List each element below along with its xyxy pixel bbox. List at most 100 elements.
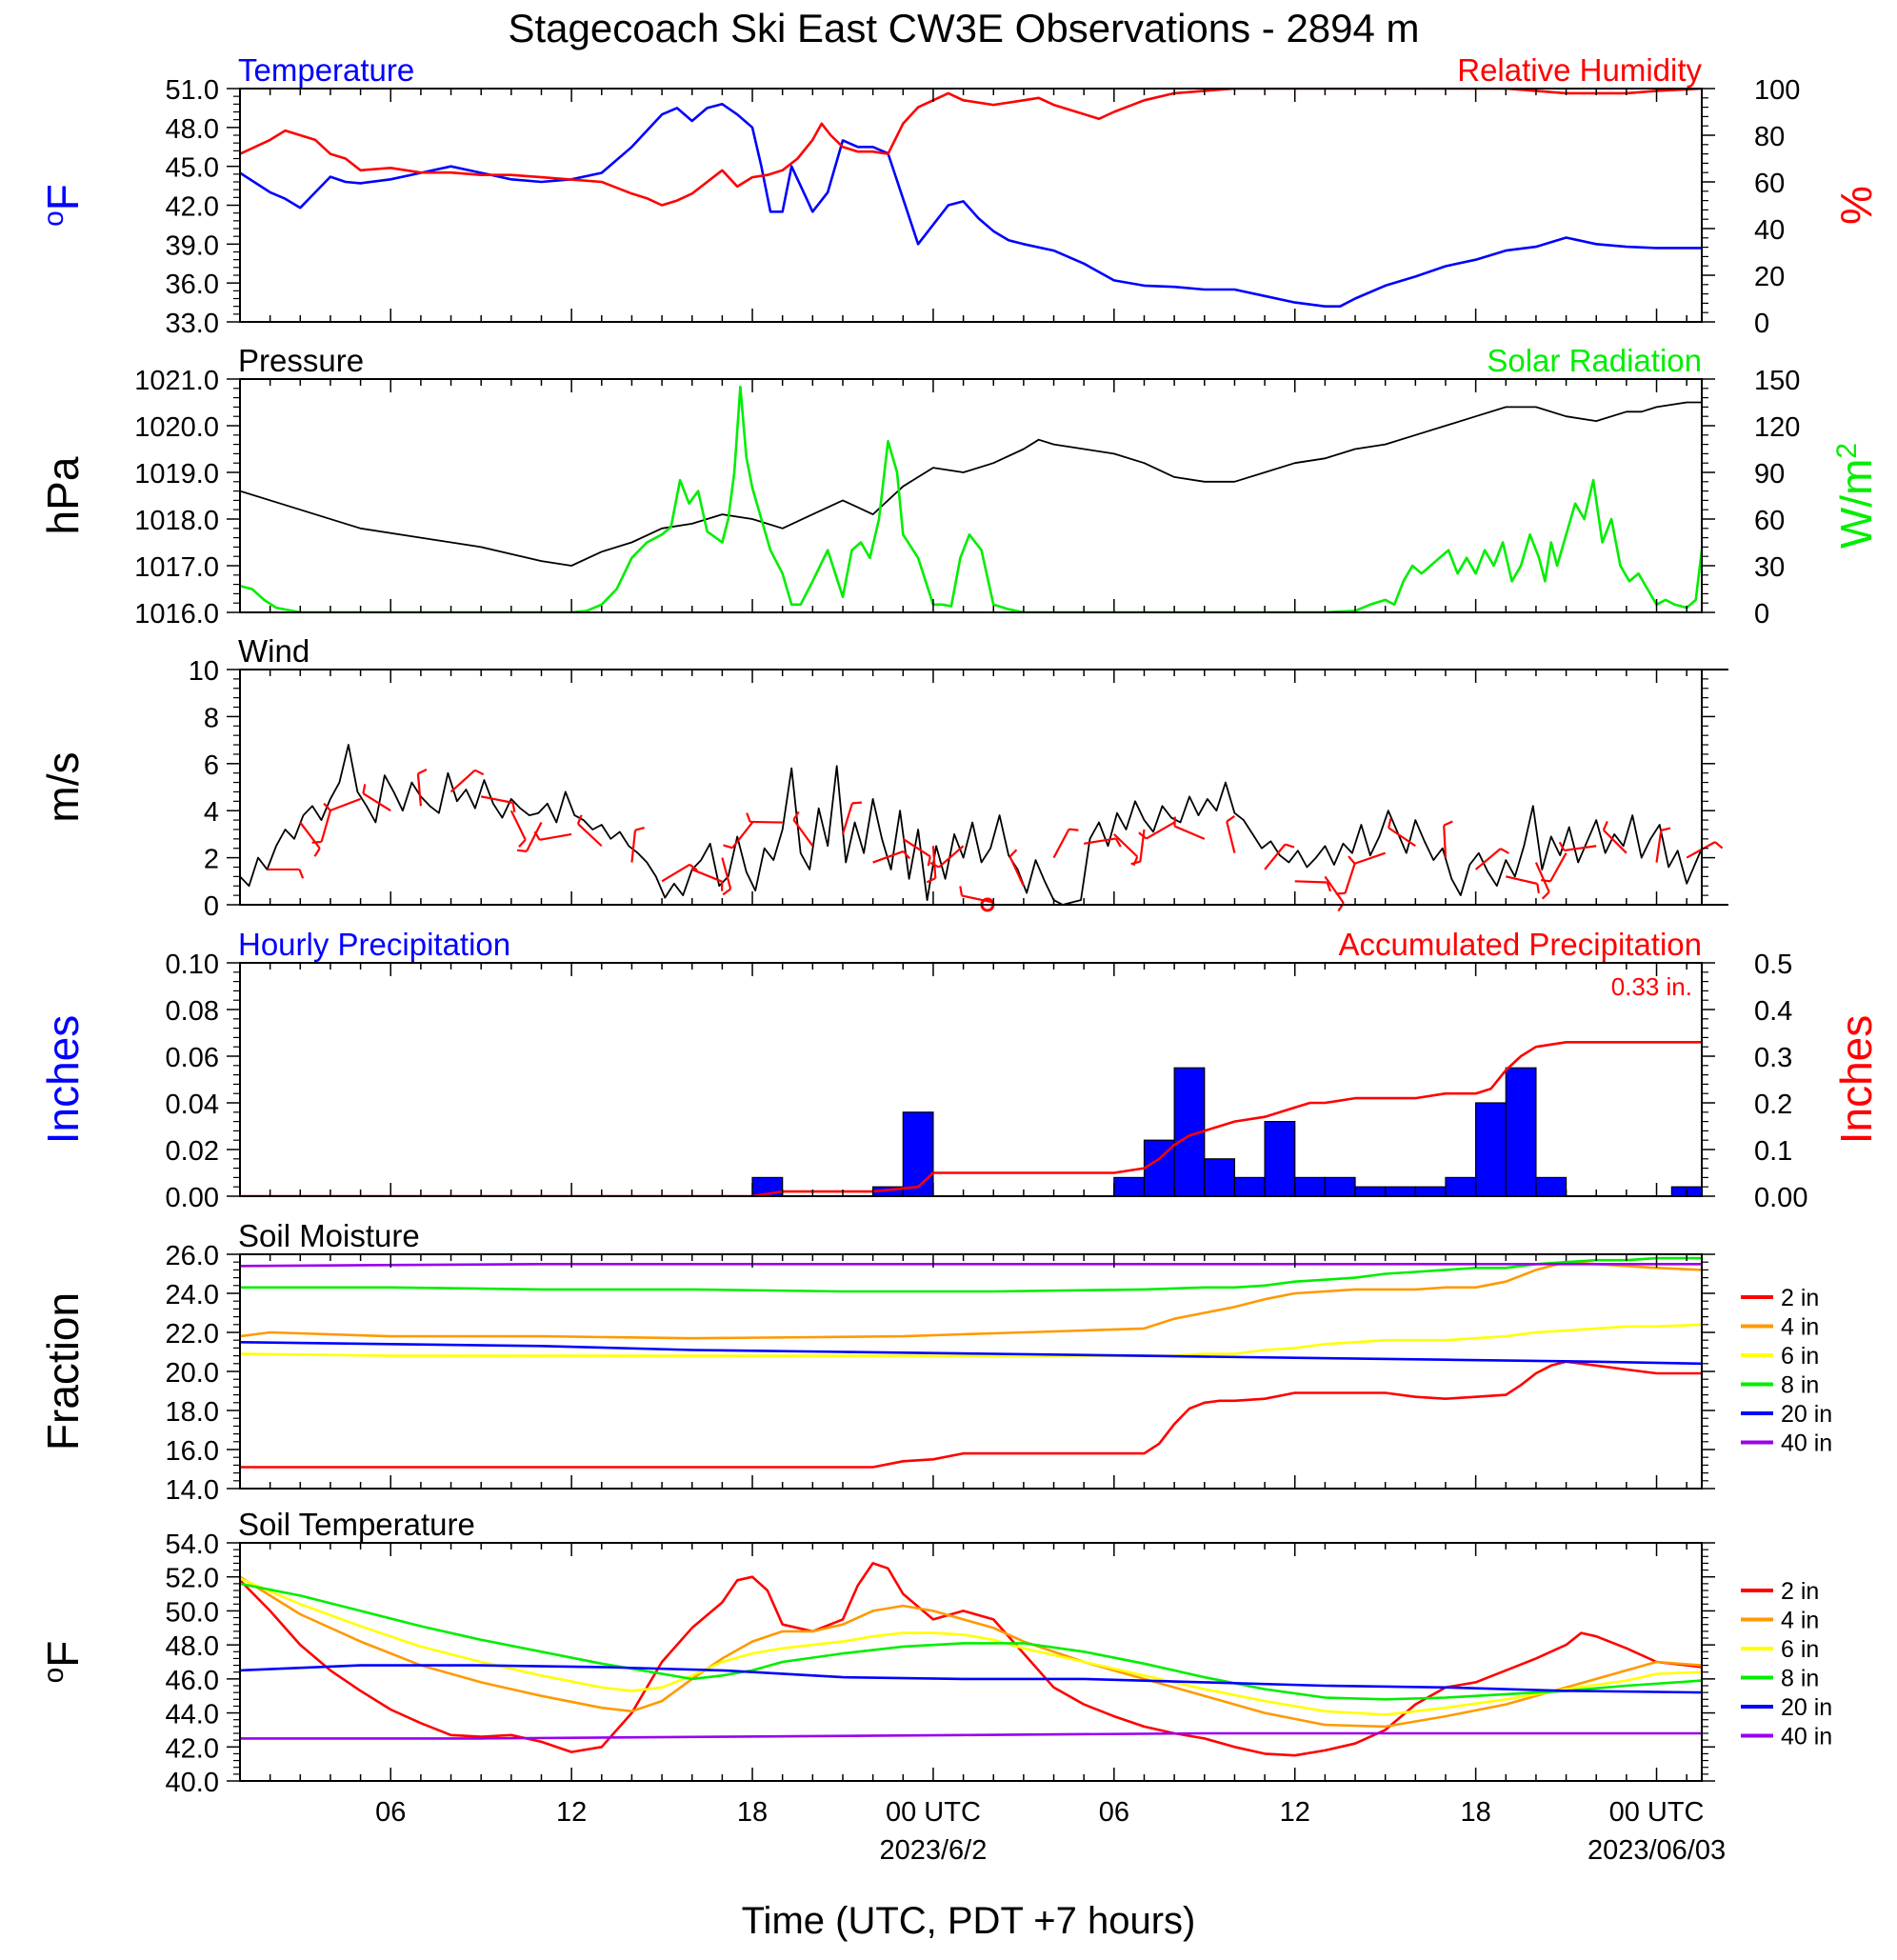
y-tick-label: 6 — [204, 750, 219, 781]
wind-barb-flag — [926, 877, 936, 884]
y-tick-label: 8 — [204, 703, 219, 733]
y-tick-label-right: 0.5 — [1754, 950, 1792, 980]
wind-barb — [416, 773, 422, 807]
legend-label: 20 in — [1781, 1401, 1832, 1428]
wind-barb — [1008, 855, 1025, 887]
precip-bar — [1385, 1186, 1416, 1197]
degree-sign: o — [38, 210, 70, 227]
y-tick-label: 1016.0 — [134, 599, 219, 630]
precip-bar — [1324, 1176, 1356, 1197]
plot-frame — [239, 962, 1703, 1197]
wind-barb-flag — [323, 802, 331, 811]
panel-4: 0.00 0.02 0.04 0.06 0.08 0.10 0.00 0.1 0.2 0.3 0.4… — [38, 927, 1881, 1213]
y-tick-label: 0 — [204, 891, 219, 922]
panel-left-title: Hourly Precipitation — [238, 927, 510, 962]
precip-bar — [1354, 1186, 1387, 1197]
y-axis-label-right: % — [1831, 186, 1881, 225]
y-tick-label: 0.08 — [166, 996, 219, 1027]
wind-barb-flag — [311, 840, 322, 844]
series-line-8-in — [240, 1582, 1702, 1701]
y-tick-label-right: 60 — [1754, 169, 1785, 199]
wind-barb — [577, 823, 603, 848]
wind-barb-flag — [576, 814, 583, 825]
y-tick-label: 39.0 — [166, 230, 219, 261]
wind-barb — [1084, 837, 1116, 845]
series-line-2-in — [240, 1562, 1702, 1757]
series-line-4-in — [240, 1575, 1702, 1729]
y-tick-label: 2 — [204, 845, 219, 875]
y-tick-label-right: 0 — [1754, 309, 1769, 339]
series-line-40-in — [240, 1731, 1702, 1740]
wind-barb-flag — [518, 839, 527, 848]
legend-label: 4 in — [1781, 1314, 1819, 1341]
wind-barb-flag — [902, 850, 911, 860]
wind-barb — [1603, 829, 1627, 854]
series-line-6-in — [240, 1323, 1702, 1357]
y-tick-label-right: 100 — [1754, 75, 1800, 106]
panel-1: 33.0 36.0 39.0 42.0 45.0 48.0 51.0 0 20 40 60 80 100… — [38, 52, 1882, 339]
wind-barb — [1506, 875, 1538, 886]
y-axis-label-right: Inches — [1831, 1015, 1881, 1145]
panel-right-title: Relative Humidity — [1457, 52, 1702, 88]
wind-barb-flag — [1536, 883, 1540, 894]
wind-barb — [1052, 829, 1070, 859]
wind-barb-flag — [746, 812, 751, 823]
wind-barb — [1354, 851, 1387, 865]
y-axis-label-left: hPa — [38, 456, 88, 534]
y-tick-label-right: 0.3 — [1754, 1043, 1792, 1073]
y-tick-label: 18.0 — [166, 1397, 219, 1428]
precip-bar — [1505, 1067, 1537, 1197]
series-line-accumulated-precipitation — [240, 1041, 1702, 1196]
precip-bar — [1414, 1186, 1447, 1197]
legend-label: 6 in — [1781, 1636, 1819, 1663]
wind-barb — [1474, 848, 1502, 870]
wind-barb — [691, 868, 723, 883]
wind-barb-flag — [927, 856, 931, 867]
panel-left-title: Soil Moisture — [238, 1218, 420, 1253]
wind-barb — [1443, 825, 1448, 858]
y-tick-label-right: 90 — [1754, 459, 1785, 490]
wind-barb — [721, 857, 732, 890]
wind-barb-flag — [1130, 860, 1141, 866]
x-tick-label: 00 UTC — [886, 1797, 981, 1828]
wind-barb-flag — [689, 863, 698, 871]
y-tick-label: 42.0 — [166, 192, 219, 223]
wind-barb — [630, 830, 637, 863]
series-line-wind — [240, 744, 1702, 905]
precip-bar — [1113, 1176, 1146, 1197]
panel-right-title: Solar Radiation — [1487, 343, 1702, 378]
wind-barb-flag — [1541, 878, 1551, 883]
wind-barb-flag — [516, 849, 528, 852]
y-tick-label: 36.0 — [166, 270, 219, 300]
precip-bar — [1535, 1176, 1568, 1197]
wind-barb — [1264, 843, 1287, 870]
precip-bar — [1204, 1158, 1236, 1197]
y-tick-label: 48.0 — [166, 114, 219, 145]
wind-barb — [329, 797, 361, 812]
wind-barb — [961, 894, 994, 904]
precip-bar — [1264, 1120, 1296, 1197]
wind-barb-flag — [1500, 848, 1509, 854]
legend-label: 4 in — [1781, 1608, 1819, 1634]
wind-barb — [1344, 862, 1357, 894]
plot-frame — [239, 1542, 1703, 1782]
wind-barb — [1564, 845, 1597, 852]
y-tick-label: 1017.0 — [134, 552, 219, 583]
wind-barb — [938, 845, 965, 869]
wind-barb-flag — [634, 827, 645, 831]
wind-barb-flag — [298, 869, 305, 879]
panel-left-title: Soil Temperature — [238, 1507, 475, 1542]
wind-barb — [526, 822, 543, 852]
y-tick-label: 26.0 — [166, 1241, 219, 1271]
wind-barb — [1139, 829, 1146, 862]
series-line-temperature — [240, 103, 1702, 308]
y-tick-label: 1019.0 — [134, 459, 219, 490]
series-line-solar-radiation — [240, 385, 1702, 612]
wind-barb — [872, 850, 904, 864]
series-line-pressure — [240, 401, 1702, 567]
y-tick-label-right: 0.00 — [1754, 1183, 1807, 1213]
wind-barb-flag — [1388, 818, 1392, 829]
wind-barb-flag — [313, 848, 321, 857]
panel-right-title: Accumulated Precipitation — [1338, 927, 1702, 962]
unit-base: W/m — [1831, 459, 1881, 550]
